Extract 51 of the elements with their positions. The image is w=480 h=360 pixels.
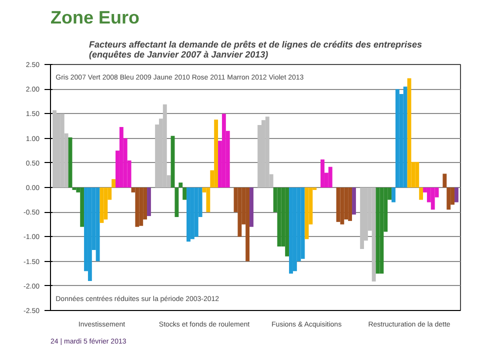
bar xyxy=(320,159,324,188)
bar xyxy=(265,116,270,188)
bar xyxy=(112,179,116,188)
bar xyxy=(380,188,384,274)
bar xyxy=(246,188,250,262)
bar xyxy=(340,188,344,224)
bar xyxy=(403,86,408,188)
bar xyxy=(174,188,179,218)
bar xyxy=(348,188,352,221)
bar xyxy=(88,188,92,281)
bar xyxy=(182,188,187,200)
bar xyxy=(372,188,376,282)
bar xyxy=(162,104,167,188)
bar xyxy=(135,188,140,227)
bar xyxy=(186,188,190,242)
chart-subtitle: Facteurs affectant la demande de prêts et de lignes de crédits des entreprises (enquêtes de Janvier 2007 à Janvier 2013) xyxy=(89,40,422,60)
bar xyxy=(96,188,100,262)
bar xyxy=(446,188,451,210)
bar xyxy=(147,188,151,216)
bar xyxy=(415,162,420,188)
bar xyxy=(395,89,400,188)
bar xyxy=(277,188,282,247)
bar xyxy=(214,120,218,188)
bar xyxy=(261,120,266,188)
bar xyxy=(139,188,144,226)
bar xyxy=(419,188,424,200)
bar xyxy=(119,126,124,188)
bar xyxy=(222,114,226,188)
chart-title: Zone Euro xyxy=(50,8,140,28)
bar xyxy=(430,188,435,210)
bar xyxy=(285,188,290,256)
bar xyxy=(352,188,356,215)
bar xyxy=(300,188,305,259)
bar xyxy=(289,188,293,274)
bar xyxy=(292,188,297,272)
bar xyxy=(190,188,194,240)
bar xyxy=(238,188,242,237)
bar xyxy=(194,188,198,237)
bar xyxy=(392,188,396,202)
bar xyxy=(80,188,84,227)
bar xyxy=(56,114,60,188)
bar xyxy=(52,110,56,188)
bar xyxy=(442,174,447,188)
bar xyxy=(454,188,458,202)
bar xyxy=(178,182,183,188)
bar xyxy=(104,188,108,220)
bar xyxy=(328,166,332,188)
bar xyxy=(60,114,64,188)
bar xyxy=(206,188,210,212)
bar xyxy=(360,188,364,249)
bar xyxy=(250,188,254,227)
